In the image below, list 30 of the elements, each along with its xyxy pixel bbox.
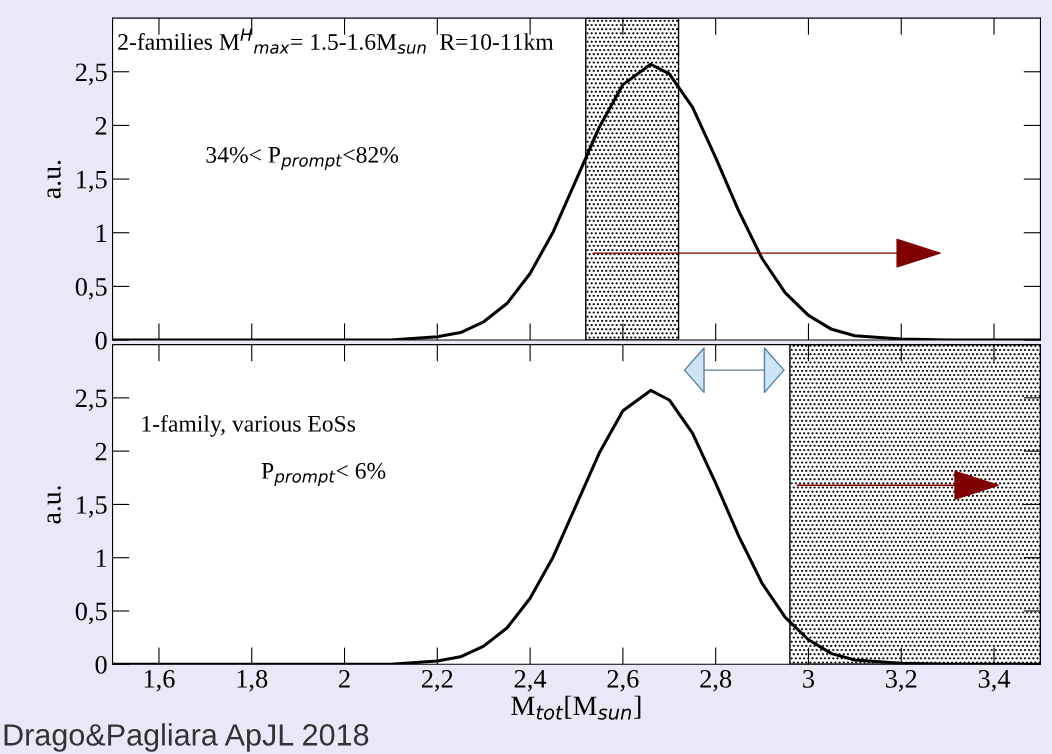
- x-tick-label: 1,8: [237, 669, 268, 692]
- y-tick-label: 2: [95, 117, 107, 135]
- x-tick-label: 2,8: [700, 669, 732, 692]
- annotation: 34%< P$_{prompt}$<82%: [206, 146, 399, 170]
- y-tick-label: 0: [95, 331, 107, 350]
- annotation: 1-family, various EoSs: [142, 414, 356, 437]
- y-tick-label: 0,5: [75, 278, 107, 300]
- x-tick-label: 2,6: [607, 669, 639, 692]
- y-axis-title: a.u.: [47, 486, 61, 524]
- x-tick-label: 2,2: [421, 669, 453, 692]
- y-tick-label: 2: [95, 442, 107, 461]
- y-tick-label: 2,5: [75, 63, 107, 85]
- x-tick-label: 1,6: [144, 669, 175, 692]
- y-tick-label: 1: [96, 224, 107, 242]
- y-axis-title: a.u.: [47, 160, 61, 199]
- x-tick-label: 3,4: [978, 669, 1011, 692]
- annotation: P$_{prompt}$< 6%: [261, 462, 386, 486]
- x-tick-label: 2,4: [514, 669, 547, 692]
- x-tick-label: 3: [803, 669, 815, 688]
- annotation: 2-families M$^{H}$$_{max}$= 1.5-1.6M$_{sun}$ R=10-11km: [118, 28, 554, 54]
- y-tick-label: 1,5: [77, 496, 107, 518]
- x-tick-label: 3,2: [886, 669, 917, 692]
- x-tick-label: 2: [339, 669, 350, 688]
- y-tick-label: 1: [96, 549, 107, 567]
- y-tick-label: 2,5: [75, 389, 107, 412]
- y-tick-label: 1,5: [77, 170, 107, 193]
- text: Drago&Pagliara ApJL 2018: [4, 723, 369, 752]
- x-axis-title: M$_{tot}$[M$_{sun}$]: [511, 695, 641, 720]
- y-tick-label: 0,5: [75, 602, 107, 625]
- y-tick-label: 0: [95, 655, 107, 674]
